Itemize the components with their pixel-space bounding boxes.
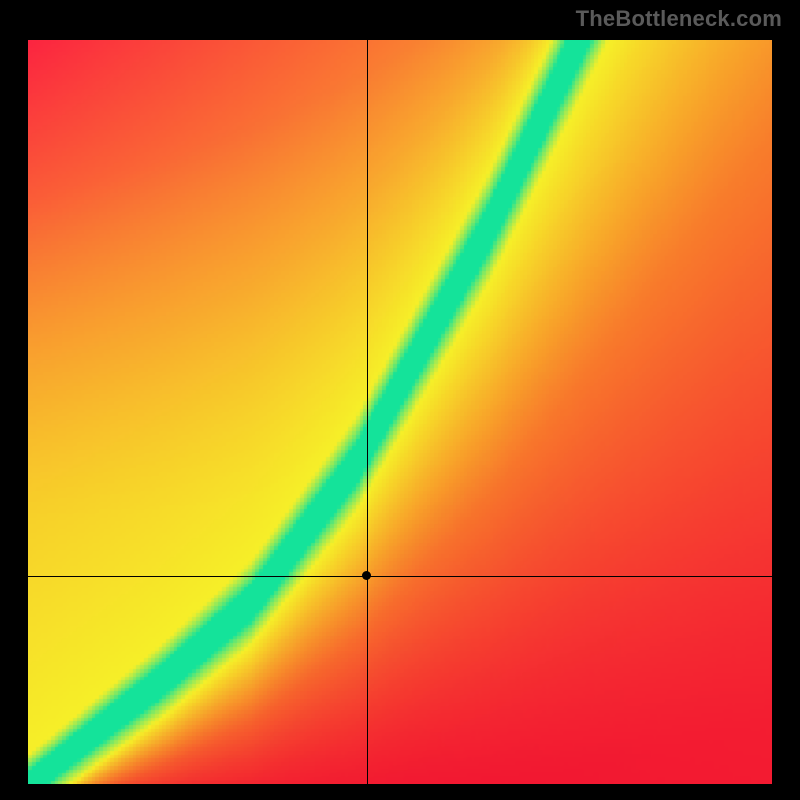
heatmap-plot bbox=[28, 40, 772, 784]
marker-hit-area[interactable] bbox=[347, 556, 387, 596]
chart-page: TheBottleneck.com bbox=[0, 0, 800, 800]
watermark-text: TheBottleneck.com bbox=[576, 6, 782, 32]
heatmap-canvas bbox=[28, 40, 772, 784]
